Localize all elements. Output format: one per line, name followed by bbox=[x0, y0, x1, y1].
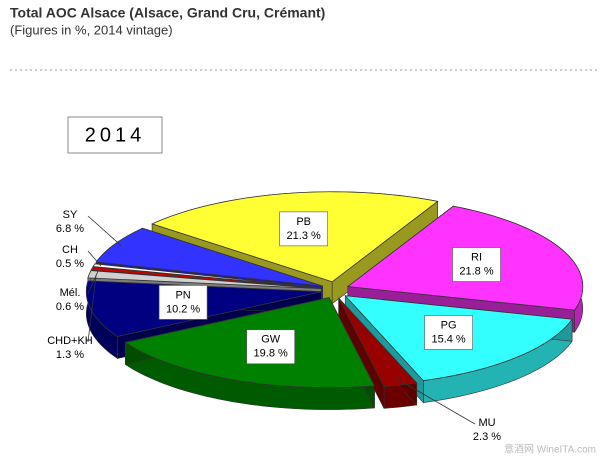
slice-label: MU bbox=[478, 417, 495, 429]
value-label: 2.3 % bbox=[473, 431, 501, 443]
slice-label: Mél. bbox=[60, 287, 81, 299]
value-label: 19.8 % bbox=[254, 348, 288, 360]
value-label: 15.4 % bbox=[431, 333, 465, 345]
label-box bbox=[279, 211, 328, 247]
value-label: 1.3 % bbox=[56, 349, 84, 361]
leader-line bbox=[395, 377, 476, 425]
leader-line bbox=[87, 274, 97, 343]
chart-subtitle: (Figures in %, 2014 vintage) bbox=[10, 22, 173, 37]
slice bbox=[87, 270, 322, 290]
label-box bbox=[452, 247, 501, 282]
slice bbox=[338, 297, 418, 387]
value-label: 21.3 % bbox=[287, 230, 321, 242]
slice-label: PB bbox=[296, 216, 311, 228]
value-label: 10.2 % bbox=[166, 303, 200, 315]
annotation-box bbox=[67, 116, 163, 154]
leader-line bbox=[87, 250, 102, 267]
slice-label: PN bbox=[175, 289, 190, 301]
chart-title: Total AOC Alsace (Alsace, Grand Cru, Cré… bbox=[10, 5, 325, 21]
slice-label: CH bbox=[62, 244, 78, 256]
label-box bbox=[424, 315, 473, 350]
annotation: 2014 bbox=[85, 124, 146, 146]
value-label: 0.5 % bbox=[56, 258, 84, 270]
slice bbox=[92, 263, 322, 289]
slice-label: PG bbox=[441, 319, 457, 331]
label-box bbox=[158, 285, 208, 320]
value-label: 6.8 % bbox=[56, 223, 84, 235]
value-label: 0.6 % bbox=[56, 301, 84, 313]
slice-label: SY bbox=[63, 209, 78, 221]
value-label: 21.8 % bbox=[459, 265, 493, 277]
watermark: 意酒网 WineITA.com bbox=[504, 443, 596, 456]
slice-label: CHD+KH bbox=[47, 335, 93, 347]
leader-line bbox=[87, 268, 100, 295]
slice bbox=[95, 227, 323, 287]
slice-label: GW bbox=[261, 334, 281, 346]
label-box bbox=[246, 329, 295, 365]
leader-line bbox=[87, 215, 122, 246]
slice-label: RI bbox=[471, 251, 482, 263]
